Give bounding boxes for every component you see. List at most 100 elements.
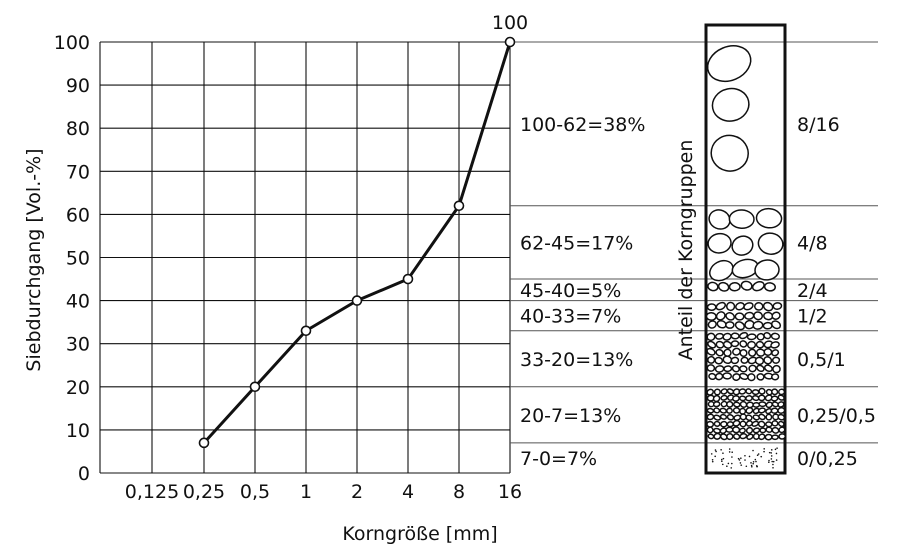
point-label: 100 <box>492 12 528 34</box>
sand-dot <box>738 459 741 461</box>
pebble <box>763 331 772 340</box>
pebble <box>778 426 786 434</box>
pebble <box>751 281 765 292</box>
pebble <box>714 356 724 365</box>
pebble <box>748 348 757 357</box>
sand-dot <box>745 465 748 468</box>
sand-dot <box>731 462 733 465</box>
pebble <box>715 340 725 349</box>
pebble <box>706 303 717 311</box>
pebble <box>706 426 714 434</box>
pebble <box>739 413 747 421</box>
x-tick-label: 16 <box>498 481 522 503</box>
x-tick-label: 4 <box>402 481 414 503</box>
pebble <box>757 407 766 414</box>
data-point <box>249 381 261 393</box>
pebble <box>755 340 765 349</box>
sand-dot <box>763 450 765 453</box>
pebble <box>758 387 766 395</box>
pebble <box>771 373 780 381</box>
pebble <box>707 340 717 349</box>
pebble <box>730 332 740 340</box>
pebble <box>777 394 785 401</box>
pebble <box>756 332 765 341</box>
y-tick-label: 0 <box>78 463 90 485</box>
y-tick-label: 30 <box>66 334 90 356</box>
pebble <box>726 407 733 414</box>
pebble <box>751 389 760 396</box>
pebble <box>726 421 735 428</box>
pebble <box>747 373 756 382</box>
group-size-label: 1/2 <box>797 306 828 328</box>
sand-dot <box>772 467 774 469</box>
pebble <box>758 401 767 408</box>
pebble <box>745 420 753 427</box>
pebble <box>745 414 753 421</box>
y-tick-label: 100 <box>54 32 90 54</box>
pebble <box>745 407 754 414</box>
sand-dot <box>731 451 733 454</box>
pebble <box>706 407 715 414</box>
pebble <box>717 281 730 292</box>
pebble <box>712 394 721 403</box>
pebble <box>753 302 764 311</box>
sand-dot <box>714 449 717 451</box>
pebble <box>739 340 748 348</box>
grain-column-frame <box>704 23 787 475</box>
pebble <box>706 388 715 396</box>
sand-dot <box>721 463 724 466</box>
sand-dot <box>714 455 716 458</box>
pebble <box>758 433 766 441</box>
pebble <box>758 413 766 421</box>
pebble <box>739 365 748 373</box>
pebble <box>738 331 749 340</box>
pebble <box>715 311 726 321</box>
pebble <box>770 407 779 414</box>
y-tick-label: 90 <box>66 75 90 97</box>
pebble <box>710 134 749 172</box>
pebble <box>754 356 765 366</box>
pebble <box>725 312 736 321</box>
pebble <box>745 388 753 395</box>
pebble <box>726 433 734 441</box>
data-point <box>351 295 363 306</box>
pebble <box>719 407 728 414</box>
pebble <box>707 355 716 364</box>
pebble <box>732 433 741 440</box>
sand-dot <box>744 454 746 457</box>
group-calc-label: 40-33=7% <box>520 306 621 328</box>
sand-dot <box>710 453 713 455</box>
pebble <box>771 320 782 330</box>
pebble <box>757 420 766 428</box>
pebble <box>744 311 755 320</box>
y-tick-label: 60 <box>66 204 90 226</box>
pebble <box>715 348 724 357</box>
pebble <box>722 332 732 341</box>
pebble <box>746 340 757 350</box>
pebble <box>753 311 764 321</box>
data-point <box>198 437 210 449</box>
sand-dot <box>755 464 758 467</box>
sand-dot <box>722 457 725 460</box>
sand-dot <box>771 460 773 463</box>
pebble <box>734 321 746 331</box>
sand-dot <box>770 452 773 454</box>
sand-dot <box>711 458 714 461</box>
pebble <box>763 364 773 373</box>
sand-dot <box>770 449 773 451</box>
x-tick-label: 2 <box>351 481 363 503</box>
pebble <box>720 420 728 428</box>
data-point <box>453 200 465 212</box>
sand-dot <box>750 462 752 464</box>
sand-dot <box>774 448 777 451</box>
pebble <box>771 434 779 441</box>
sand-dot <box>770 455 773 457</box>
pebble <box>706 332 716 342</box>
pebble <box>711 87 750 122</box>
pebble <box>731 235 754 256</box>
sand-dot <box>720 448 722 451</box>
pebble <box>762 321 773 330</box>
group-calc-label: 100-62=38% <box>520 114 645 136</box>
pebble <box>739 395 747 402</box>
pebble <box>763 356 773 365</box>
